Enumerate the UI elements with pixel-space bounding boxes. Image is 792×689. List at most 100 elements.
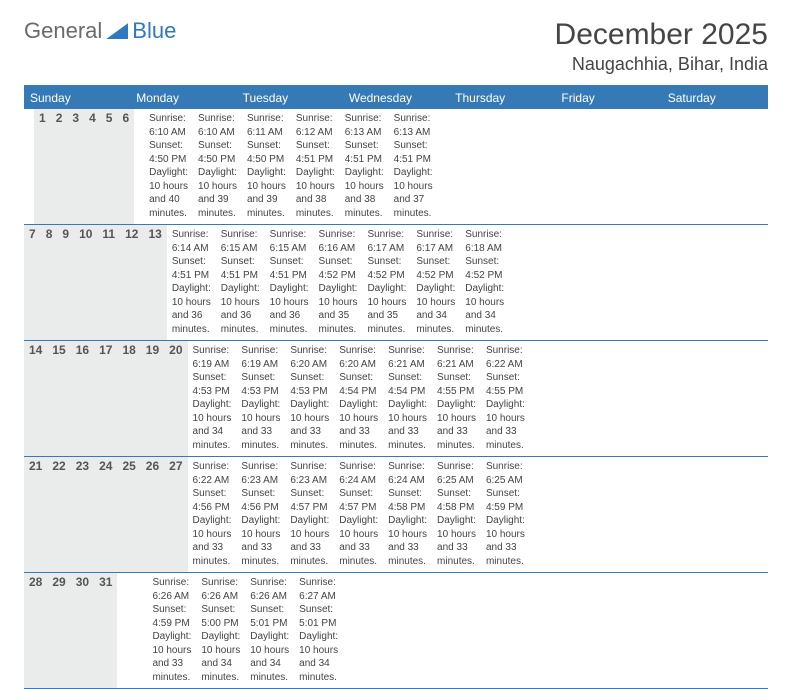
daylight-text-2: and 34 minutes. bbox=[193, 425, 232, 452]
week-number-row: 123456 bbox=[24, 109, 134, 224]
day-cell: Sunrise: 6:27 AMSunset: 5:01 PMDaylight:… bbox=[294, 573, 343, 688]
day-number: 24 bbox=[94, 457, 117, 572]
sunrise-text: Sunrise: 6:18 AM bbox=[465, 228, 504, 255]
sunset-text: Sunset: 4:55 PM bbox=[437, 371, 476, 398]
week-info-row: Sunrise: 6:22 AMSunset: 4:56 PMDaylight:… bbox=[188, 457, 530, 572]
sunrise-text: Sunrise: 6:25 AM bbox=[486, 460, 525, 487]
day-cell: Sunrise: 6:17 AMSunset: 4:52 PMDaylight:… bbox=[411, 225, 460, 340]
daylight-text-1: Daylight: 10 hours bbox=[193, 514, 232, 541]
daylight-text-2: and 34 minutes. bbox=[201, 657, 240, 684]
day-cell bbox=[134, 109, 144, 224]
day-number: 5 bbox=[101, 109, 118, 224]
daylight-text-1: Daylight: 10 hours bbox=[465, 282, 504, 309]
daylight-text-2: and 36 minutes. bbox=[221, 309, 260, 336]
sunset-text: Sunset: 4:51 PM bbox=[270, 255, 309, 282]
sunrise-text: Sunrise: 6:16 AM bbox=[319, 228, 358, 255]
day-cell: Sunrise: 6:19 AMSunset: 4:53 PMDaylight:… bbox=[188, 341, 237, 456]
daylight-text-1: Daylight: 10 hours bbox=[193, 398, 232, 425]
day-number: 1 bbox=[34, 109, 51, 224]
month-title: December 2025 bbox=[555, 18, 768, 52]
daylight-text-2: and 33 minutes. bbox=[339, 425, 378, 452]
calendar: Sunday Monday Tuesday Wednesday Thursday… bbox=[24, 85, 768, 689]
day-cell: Sunrise: 6:17 AMSunset: 4:52 PMDaylight:… bbox=[362, 225, 411, 340]
daylight-text-1: Daylight: 10 hours bbox=[198, 166, 237, 193]
daylight-text-1: Daylight: 10 hours bbox=[319, 282, 358, 309]
sunrise-text: Sunrise: 6:23 AM bbox=[290, 460, 329, 487]
daylight-text-2: and 33 minutes. bbox=[241, 541, 280, 568]
daylight-text-2: and 34 minutes. bbox=[416, 309, 455, 336]
day-number: 11 bbox=[97, 225, 120, 340]
daylight-text-1: Daylight: 10 hours bbox=[270, 282, 309, 309]
daylight-text-1: Daylight: 10 hours bbox=[367, 282, 406, 309]
day-number: 21 bbox=[24, 457, 47, 572]
daylight-text-2: and 33 minutes. bbox=[193, 541, 232, 568]
daylight-text-2: and 33 minutes. bbox=[241, 425, 280, 452]
day-cell: Sunrise: 6:20 AMSunset: 4:53 PMDaylight:… bbox=[285, 341, 334, 456]
daylight-text-2: and 33 minutes. bbox=[388, 541, 427, 568]
day-number: 7 bbox=[24, 225, 41, 340]
sunrise-text: Sunrise: 6:21 AM bbox=[388, 344, 427, 371]
sunset-text: Sunset: 4:59 PM bbox=[486, 487, 525, 514]
day-cell: Sunrise: 6:14 AMSunset: 4:51 PMDaylight:… bbox=[167, 225, 216, 340]
daylight-text-2: and 33 minutes. bbox=[290, 541, 329, 568]
daylight-text-2: and 33 minutes. bbox=[437, 541, 476, 568]
sunrise-text: Sunrise: 6:10 AM bbox=[149, 112, 188, 139]
daylight-text-2: and 36 minutes. bbox=[172, 309, 211, 336]
daylight-text-1: Daylight: 10 hours bbox=[394, 166, 433, 193]
sunset-text: Sunset: 4:55 PM bbox=[486, 371, 525, 398]
title-block: December 2025 Naugachhia, Bihar, India bbox=[555, 18, 768, 75]
sunset-text: Sunset: 5:01 PM bbox=[299, 603, 338, 630]
day-number: 16 bbox=[71, 341, 94, 456]
daylight-text-2: and 33 minutes. bbox=[339, 541, 378, 568]
week: 14151617181920Sunrise: 6:19 AMSunset: 4:… bbox=[24, 341, 768, 457]
daylight-text-2: and 34 minutes. bbox=[250, 657, 289, 684]
daylight-text-1: Daylight: 10 hours bbox=[437, 398, 476, 425]
sunset-text: Sunset: 4:53 PM bbox=[241, 371, 280, 398]
day-header-wednesday: Wednesday bbox=[343, 87, 449, 109]
day-number: 15 bbox=[47, 341, 70, 456]
sunset-text: Sunset: 4:54 PM bbox=[388, 371, 427, 398]
sunset-text: Sunset: 4:52 PM bbox=[416, 255, 455, 282]
logo-text-general: General bbox=[24, 18, 102, 44]
sunrise-text: Sunrise: 6:27 AM bbox=[299, 576, 338, 603]
day-headers: Sunday Monday Tuesday Wednesday Thursday… bbox=[24, 87, 768, 109]
sunset-text: Sunset: 4:50 PM bbox=[149, 139, 188, 166]
day-number: 10 bbox=[74, 225, 97, 340]
sunrise-text: Sunrise: 6:13 AM bbox=[345, 112, 384, 139]
daylight-text-2: and 33 minutes. bbox=[437, 425, 476, 452]
daylight-text-2: and 33 minutes. bbox=[486, 425, 525, 452]
sunset-text: Sunset: 4:52 PM bbox=[465, 255, 504, 282]
daylight-text-1: Daylight: 10 hours bbox=[152, 630, 191, 657]
day-cell: Sunrise: 6:15 AMSunset: 4:51 PMDaylight:… bbox=[216, 225, 265, 340]
daylight-text-1: Daylight: 10 hours bbox=[221, 282, 260, 309]
sunrise-text: Sunrise: 6:15 AM bbox=[270, 228, 309, 255]
day-cell bbox=[353, 573, 363, 688]
day-cell: Sunrise: 6:12 AMSunset: 4:51 PMDaylight:… bbox=[291, 109, 340, 224]
sunset-text: Sunset: 4:54 PM bbox=[339, 371, 378, 398]
daylight-text-2: and 39 minutes. bbox=[247, 193, 286, 220]
day-header-saturday: Saturday bbox=[662, 87, 768, 109]
sunset-text: Sunset: 4:53 PM bbox=[193, 371, 232, 398]
sunset-text: Sunset: 4:56 PM bbox=[193, 487, 232, 514]
sunset-text: Sunset: 4:58 PM bbox=[437, 487, 476, 514]
day-cell: Sunrise: 6:24 AMSunset: 4:58 PMDaylight:… bbox=[383, 457, 432, 572]
day-cell: Sunrise: 6:23 AMSunset: 4:57 PMDaylight:… bbox=[285, 457, 334, 572]
day-cell: Sunrise: 6:21 AMSunset: 4:54 PMDaylight:… bbox=[383, 341, 432, 456]
day-cell: Sunrise: 6:26 AMSunset: 5:00 PMDaylight:… bbox=[196, 573, 245, 688]
day-cell: Sunrise: 6:25 AMSunset: 4:59 PMDaylight:… bbox=[481, 457, 530, 572]
day-number: 14 bbox=[24, 341, 47, 456]
day-number: 23 bbox=[71, 457, 94, 572]
day-cell: Sunrise: 6:16 AMSunset: 4:52 PMDaylight:… bbox=[314, 225, 363, 340]
daylight-text-1: Daylight: 10 hours bbox=[388, 398, 427, 425]
day-number: 13 bbox=[143, 225, 166, 340]
sunrise-text: Sunrise: 6:15 AM bbox=[221, 228, 260, 255]
day-number: 25 bbox=[117, 457, 140, 572]
day-number: 27 bbox=[164, 457, 187, 572]
daylight-text-2: and 39 minutes. bbox=[198, 193, 237, 220]
week-number-row: 14151617181920 bbox=[24, 341, 188, 456]
logo-text-blue: Blue bbox=[132, 18, 176, 44]
day-number: 31 bbox=[94, 573, 117, 688]
day-cell: Sunrise: 6:19 AMSunset: 4:53 PMDaylight:… bbox=[236, 341, 285, 456]
daylight-text-2: and 37 minutes. bbox=[394, 193, 433, 220]
day-number: 8 bbox=[41, 225, 58, 340]
